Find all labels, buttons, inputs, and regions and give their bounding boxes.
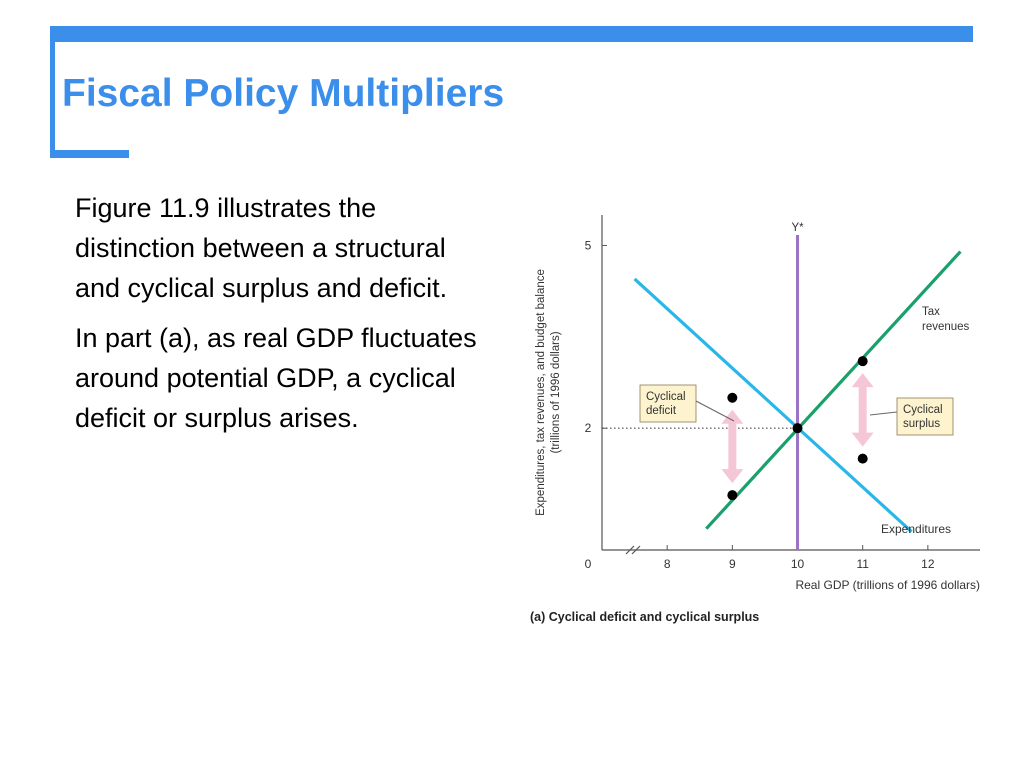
cyclical-deficit-surplus-chart: 0 8 9 10 11 12 2 5 Real GDP (trillions of 1996 d… — [530, 215, 980, 624]
y-tick-label: 5 — [585, 238, 592, 252]
x-origin-label: 0 — [585, 557, 592, 571]
chart-caption: (a) Cyclical deficit and cyclical surplu… — [530, 610, 759, 624]
paragraph-1: Figure 11.9 illustrates the distinction … — [75, 193, 448, 303]
callout-box — [896, 397, 954, 436]
data-point — [727, 490, 738, 501]
data-point — [792, 423, 803, 434]
x-tick-label: 10 — [791, 557, 805, 571]
y-axis-label: Expenditures, tax revenues, and budget b… — [535, 269, 562, 516]
tax-revenues-label: Tax revenues — [922, 306, 970, 333]
slide-body: Figure 11.9 illustrates the distinction … — [75, 188, 495, 448]
callout-label: Cyclical deficit — [646, 391, 686, 417]
axis-break-mark — [631, 545, 641, 555]
callout-leader — [869, 411, 898, 416]
tax-revenues-line — [705, 250, 962, 530]
gap-arrow-head-up — [851, 373, 874, 388]
x-tick-label: 11 — [856, 557, 869, 571]
x-tick-label: 9 — [729, 557, 736, 571]
title-bar-left — [50, 26, 55, 158]
data-point — [857, 356, 868, 367]
callout-label: Cyclical surplus — [903, 404, 943, 430]
paragraph-2: In part (a), as real GDP fluctuates arou… — [75, 323, 477, 433]
title-bar-bottom — [50, 150, 129, 158]
x-tick-label: 12 — [921, 557, 935, 571]
y-tick-label: 2 — [585, 421, 592, 435]
gap-arrow-head-down — [721, 469, 744, 484]
axis-break-mark — [625, 545, 635, 555]
callout-leader — [695, 400, 735, 422]
x-tick-label: 8 — [664, 557, 671, 571]
x-axis-label: Real GDP (trillions of 1996 dollars) — [795, 578, 980, 592]
data-point — [857, 453, 868, 464]
data-point — [727, 392, 738, 403]
slide-title: Fiscal Policy Multipliers — [62, 72, 505, 115]
potential-gdp-label: Y* — [791, 222, 804, 234]
expenditures-label: Expenditures — [881, 522, 951, 536]
title-bar-top — [50, 26, 973, 42]
gap-arrow-head-down — [851, 432, 874, 447]
gap-arrow-head-up — [721, 409, 744, 424]
expenditures-line — [633, 277, 913, 533]
callout-box — [639, 384, 697, 423]
